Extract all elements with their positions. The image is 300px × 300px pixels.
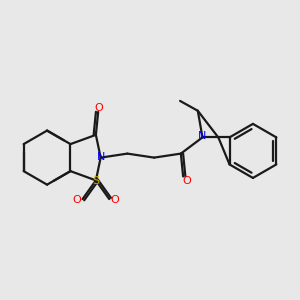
Text: O: O <box>182 176 191 186</box>
Text: N: N <box>198 131 206 141</box>
Text: N: N <box>97 152 105 162</box>
Text: O: O <box>72 195 81 205</box>
Text: O: O <box>111 195 119 205</box>
Text: O: O <box>94 103 103 112</box>
Text: S: S <box>92 176 99 186</box>
